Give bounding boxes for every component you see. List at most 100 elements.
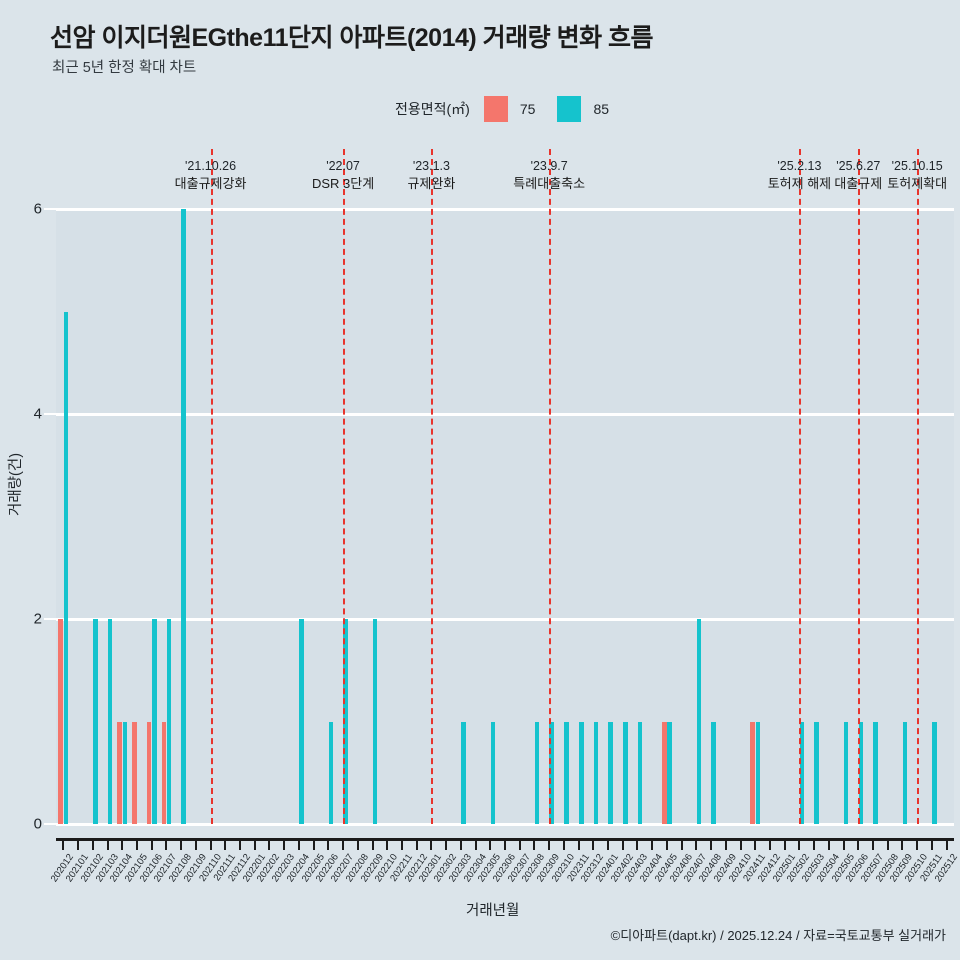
annotation-date: '22.07 (326, 159, 360, 173)
x-tick-mark (930, 841, 933, 850)
x-tick-mark (91, 841, 94, 850)
bar (814, 721, 820, 824)
bar (711, 721, 716, 824)
annotation-text: 대출규제강화 (174, 176, 247, 191)
x-tick-mark (621, 841, 624, 850)
annotation-date: '23.1.3 (412, 159, 450, 173)
y-tick-mark (44, 413, 56, 415)
x-tick-mark (106, 841, 109, 850)
bar (299, 619, 304, 824)
x-tick-mark (135, 841, 138, 850)
annotation-label: '25.6.27 대출규제 (834, 158, 882, 193)
x-tick-mark (504, 841, 506, 850)
bar (932, 721, 937, 824)
x-tick-mark (327, 841, 330, 850)
x-tick-mark (209, 841, 212, 850)
bar (490, 721, 496, 824)
x-tick-mark (592, 841, 595, 850)
y-tick-label: 2 (33, 610, 42, 628)
annotation-label: '25.2.13 토허제 해제 (768, 158, 831, 193)
x-axis-title: 거래년월 (466, 903, 520, 919)
x-tick-mark (607, 841, 610, 850)
legend-label-85: 85 (593, 101, 610, 117)
x-tick-mark (724, 841, 727, 850)
bar (549, 721, 555, 824)
bar (578, 721, 584, 824)
x-tick-mark (577, 841, 580, 850)
annotation-label: '23.1.3 규제완화 (407, 158, 455, 193)
annotation-vline (858, 149, 861, 824)
y-tick-mark (44, 823, 56, 825)
bar (151, 619, 157, 824)
legend-label-75: 75 (519, 101, 536, 117)
annotation-text: 특례대출축소 (513, 176, 586, 191)
x-tick-mark (239, 841, 242, 850)
x-tick-mark (400, 841, 403, 850)
x-tick-mark (371, 841, 374, 850)
annotation-date: '21.10.26 (185, 159, 237, 173)
x-tick-mark (77, 841, 80, 850)
x-tick-mark (150, 841, 153, 850)
bar (122, 721, 128, 824)
legend-title: 전용면적(㎡) (395, 101, 470, 117)
x-tick-mark (710, 841, 713, 850)
x-tick-mark (165, 841, 168, 850)
annotation-text: 토허제 해제 (767, 176, 832, 191)
annotation-text: DSR 3단계 (311, 176, 375, 191)
x-tick-mark (445, 841, 448, 850)
annotation-date: '23.9.7 (530, 159, 568, 173)
bar (63, 311, 69, 824)
x-tick-mark (739, 841, 742, 850)
x-tick-mark (312, 841, 315, 850)
annotation-text: 규제완화 (407, 176, 456, 191)
x-tick-mark (916, 841, 919, 850)
annotation-text: 토허제확대 (887, 176, 948, 191)
annotation-vline (799, 149, 802, 824)
x-tick-mark (224, 841, 227, 850)
x-tick-mark (121, 841, 124, 850)
annotation-vline (917, 149, 920, 824)
bar (593, 721, 599, 824)
y-tick-label: 4 (33, 405, 42, 423)
bar (623, 721, 628, 824)
gridline (56, 207, 954, 211)
x-tick-mark (886, 841, 889, 850)
x-tick-mark (430, 841, 433, 850)
x-tick-mark (548, 841, 551, 850)
bar (161, 721, 167, 824)
bar (858, 721, 864, 824)
y-tick-label: 0 (33, 815, 42, 833)
bar (662, 721, 667, 824)
bar (343, 619, 348, 824)
annotation-date: '25.10.15 (891, 159, 943, 173)
y-axis-title: 거래량(건) (8, 452, 24, 516)
bar (181, 209, 187, 824)
page-title: 선암 이지더원EGthe11단지 아파트(2014) 거래량 변화 흐름 (50, 24, 654, 52)
x-tick-mark (783, 841, 786, 850)
y-tick-label: 6 (33, 200, 42, 218)
annotation-label: '23.9.7 특례대출축소 (513, 158, 585, 193)
x-tick-mark (518, 841, 521, 850)
plot-area (56, 207, 954, 826)
x-tick-mark (857, 841, 860, 850)
annotation-vline (431, 149, 434, 824)
bar (564, 721, 569, 824)
bar (328, 721, 334, 824)
chart-legend: 전용면적(㎡) 75 85 (395, 95, 631, 123)
annotation-date: '25.6.27 (836, 159, 881, 173)
gridline (56, 822, 954, 826)
annotation-vline (549, 149, 552, 824)
x-tick-mark (356, 841, 359, 850)
x-tick-mark (180, 841, 183, 850)
x-tick-mark (768, 841, 771, 850)
bar (755, 721, 761, 824)
x-tick-mark (415, 841, 418, 850)
x-axis-line (56, 838, 954, 841)
bar (902, 721, 908, 824)
bar (132, 721, 137, 824)
x-tick-mark (945, 841, 948, 850)
x-tick-mark (474, 841, 477, 850)
x-tick-mark (268, 841, 271, 850)
bar (873, 721, 878, 824)
